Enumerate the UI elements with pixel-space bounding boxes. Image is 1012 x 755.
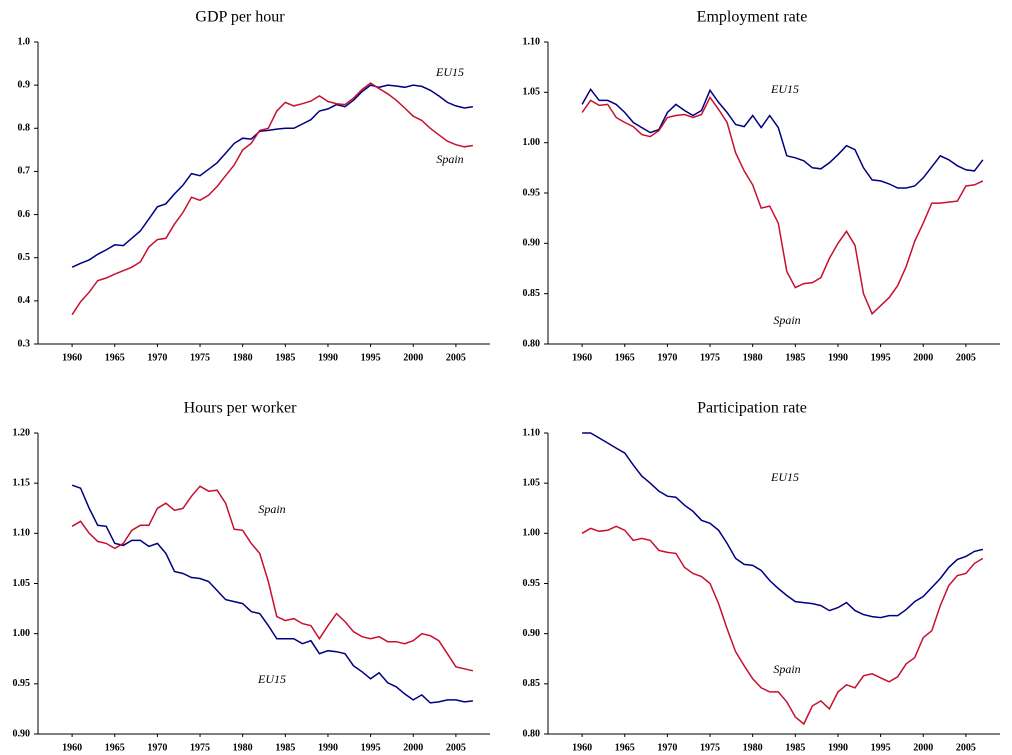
x-tick-label: 1990	[318, 742, 338, 753]
x-tick-label: 2005	[446, 352, 466, 363]
y-tick-label: 0.95	[523, 187, 541, 198]
x-tick-label: 1985	[785, 742, 805, 753]
y-tick-label: 0.6	[18, 209, 31, 220]
y-tick-label: 0.5	[18, 252, 31, 263]
x-tick-label: 1960	[572, 742, 592, 753]
x-tick-label: 1980	[233, 352, 253, 363]
y-tick-label: 0.95	[13, 678, 31, 689]
x-tick-label: 1970	[657, 742, 677, 753]
y-tick-label: 1.0	[18, 36, 31, 47]
x-tick-label: 1985	[275, 352, 295, 363]
x-tick-label: 1980	[233, 742, 253, 753]
series-line	[71, 484, 473, 704]
chart-title: GDP per hour	[195, 9, 285, 26]
x-tick-label: 2000	[913, 742, 933, 753]
series-line	[71, 82, 474, 316]
x-tick-label: 1960	[62, 742, 82, 753]
series-line	[581, 95, 984, 316]
x-tick-label: 1990	[828, 352, 848, 363]
y-tick-label: 0.7	[18, 166, 31, 177]
y-tick-label: 1.10	[523, 36, 541, 47]
y-tick-label: 1.20	[13, 427, 31, 438]
x-tick-label: 1965	[615, 352, 635, 363]
x-tick-label: 1965	[105, 352, 125, 363]
x-tick-label: 1995	[361, 352, 381, 363]
series-label: EU15	[770, 82, 799, 96]
y-tick-label: 0.85	[523, 678, 541, 689]
chart-panel: Hours per worker 0.90 0.95 1.00 1.05 1.10 1.15…	[13, 400, 490, 753]
x-tick-label: 1995	[871, 352, 891, 363]
series-label: Spain	[258, 502, 285, 516]
x-tick-label: 1970	[657, 352, 677, 363]
y-tick-label: 0.90	[13, 728, 31, 739]
y-tick-label: 0.9	[18, 79, 31, 90]
x-tick-label: 2000	[913, 352, 933, 363]
x-tick-label: 1965	[615, 742, 635, 753]
x-tick-label: 1970	[147, 352, 167, 363]
y-tick-label: 0.85	[523, 288, 541, 299]
x-tick-label: 2005	[446, 742, 466, 753]
chart-panel: Employment rate 0.80 0.85 0.90 0.95 1.00 1.05 1…	[523, 9, 1000, 363]
series-line	[581, 87, 984, 189]
x-tick-label: 2000	[403, 742, 423, 753]
x-tick-label: 1975	[700, 352, 720, 363]
chart-title: Employment rate	[697, 9, 808, 26]
x-tick-label: 1975	[190, 742, 210, 753]
chart-title: Participation rate	[697, 400, 807, 417]
x-tick-label: 2000	[403, 352, 423, 363]
x-tick-label: 1985	[275, 742, 295, 753]
chart-panel: GDP per hour 0.3 0.4 0.5 0.6 0.7 0.8 0.9 1.0 1960…	[18, 9, 490, 363]
series-label: Spain	[436, 152, 463, 166]
series-line	[581, 525, 984, 726]
x-tick-label: 2005	[956, 742, 976, 753]
series-label: EU15	[257, 672, 286, 686]
y-tick-label: 0.95	[523, 578, 541, 589]
x-tick-label: 1995	[871, 742, 891, 753]
y-tick-label: 1.10	[13, 528, 31, 539]
x-tick-label: 1975	[700, 742, 720, 753]
series-label: Spain	[773, 662, 800, 676]
y-tick-label: 0.4	[18, 295, 31, 306]
y-tick-label: 1.00	[523, 528, 541, 539]
x-tick-label: 2005	[956, 352, 976, 363]
x-tick-label: 1990	[318, 352, 338, 363]
x-tick-label: 1965	[105, 742, 125, 753]
y-tick-label: 1.05	[13, 578, 31, 589]
y-tick-label: 1.00	[523, 137, 541, 148]
x-tick-label: 1960	[572, 352, 592, 363]
series-label: EU15	[770, 470, 799, 484]
x-tick-label: 1960	[62, 352, 82, 363]
x-tick-label: 1980	[743, 742, 763, 753]
y-tick-label: 0.90	[523, 238, 541, 249]
y-tick-label: 1.05	[523, 477, 541, 488]
y-tick-label: 0.80	[523, 338, 541, 349]
x-tick-label: 1970	[147, 742, 167, 753]
x-tick-label: 1980	[743, 352, 763, 363]
chart-title: Hours per worker	[184, 400, 298, 417]
series-line	[71, 485, 474, 672]
y-tick-label: 1.10	[523, 427, 541, 438]
y-tick-label: 0.3	[18, 338, 31, 349]
y-tick-label: 0.8	[18, 123, 31, 134]
series-label: EU15	[435, 65, 464, 79]
y-tick-label: 1.00	[13, 628, 31, 639]
x-tick-label: 1975	[190, 352, 210, 363]
y-tick-label: 0.80	[523, 728, 541, 739]
series-line	[71, 84, 474, 268]
y-tick-label: 1.15	[13, 477, 31, 488]
series-line	[582, 432, 984, 619]
y-tick-label: 0.90	[523, 628, 541, 639]
x-tick-label: 1995	[361, 742, 381, 753]
x-tick-label: 1985	[785, 352, 805, 363]
y-tick-label: 1.05	[523, 87, 541, 98]
x-tick-label: 1990	[828, 742, 848, 753]
chart-panel: Participation rate 0.80 0.85 0.90 0.95 1.00 1.…	[523, 400, 1000, 753]
series-label: Spain	[773, 313, 800, 327]
